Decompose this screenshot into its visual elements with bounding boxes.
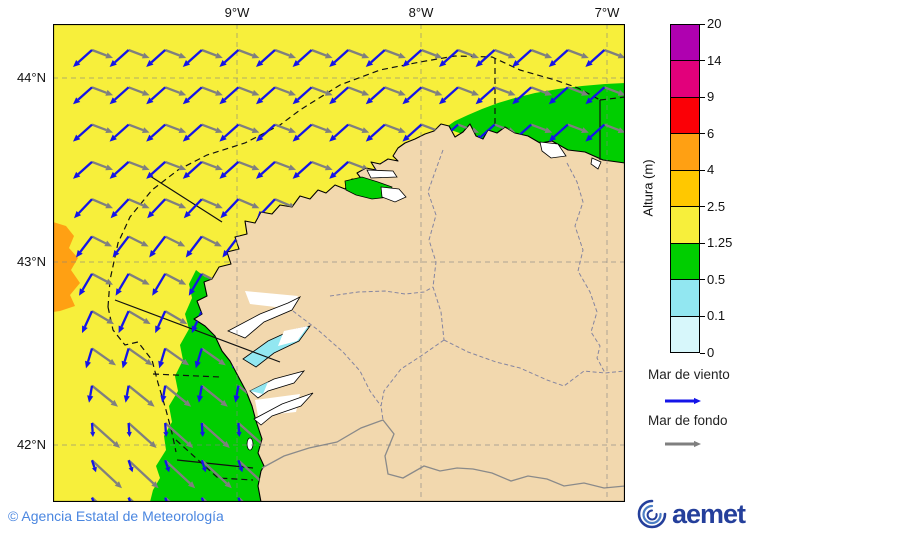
lat-label-43n: 43°N (16, 254, 46, 269)
colorbar-tick-label: 1.25 (707, 235, 733, 251)
cedeira-white-bay (380, 186, 407, 203)
colorbar-tick (700, 23, 705, 25)
colorbar-tick (700, 60, 705, 62)
colorbar-tick (700, 279, 705, 281)
wave-height-map (53, 24, 625, 502)
colorbar-tick-label: 20 (707, 16, 722, 31)
swell-legend-label: Mar de fondo (648, 413, 728, 428)
colorbar-tick (700, 242, 705, 244)
wind-sea-legend-label: Mar de viento (648, 367, 730, 382)
colorbar-tick (700, 352, 705, 354)
colorbar-segment (671, 25, 699, 62)
colorbar-tick-label: 9 (707, 89, 715, 105)
wave-band-2-5-patch (53, 222, 80, 312)
aemet-logo-text: aemet (672, 498, 746, 529)
colorbar-tick-label: 0.1 (707, 308, 726, 324)
lon-label-8w: 8°W (408, 5, 434, 20)
colorbar-tick-label: 14 (707, 52, 722, 68)
lat-label-44n: 44°N (16, 70, 46, 85)
lon-label-9w: 9°W (224, 5, 250, 20)
aemet-logo: aemet (636, 498, 746, 530)
colorbar-segment (671, 243, 699, 281)
colorbar-tick (700, 315, 705, 317)
swell-arrow-icon (665, 440, 701, 448)
copyright-text: © Agencia Estatal de Meteorología (8, 508, 224, 524)
colorbar-title: Altura (m) (640, 159, 656, 217)
colorbar-tick (700, 133, 705, 135)
lon-label-7w: 7°W (594, 5, 620, 20)
colorbar-segment (671, 207, 699, 244)
colorbar-segment (671, 97, 699, 135)
colorbar-segment (671, 280, 699, 317)
wind-sea-arrow-icon (665, 397, 701, 405)
colorbar-tick (700, 96, 705, 98)
lat-label-42n: 42°N (16, 437, 46, 452)
cies-islands (246, 437, 254, 451)
ria-pontevedra-cyan-mouth (250, 382, 268, 394)
colorbar-tick-label: 6 (707, 125, 715, 141)
ria-arousa-white-head (278, 326, 308, 346)
ria-vigo (253, 392, 314, 426)
graticule (53, 24, 625, 502)
aemet-swirl-icon (637, 499, 667, 529)
colorbar-tick (700, 169, 705, 171)
wind-swell-arrow-field (73, 48, 625, 502)
colorbar-tick-label: 2.5 (707, 198, 726, 214)
colorbar-segment (671, 61, 699, 98)
colorbar-tick-label: 0.5 (707, 271, 726, 287)
colorbar-tick (700, 206, 705, 208)
colorbar-segment (671, 134, 699, 171)
maritime-boundaries-dashed (107, 55, 625, 481)
colorbar-tick-label: 0 (707, 345, 715, 360)
north-coast-white-bay (539, 141, 567, 159)
colorbar-segment (671, 170, 699, 208)
ria-muros (227, 296, 302, 339)
colorbar-tick-label: 4 (707, 162, 715, 178)
wave-height-colorbar (670, 24, 700, 353)
map-frame (53, 24, 625, 502)
colorbar-segment (671, 316, 699, 352)
